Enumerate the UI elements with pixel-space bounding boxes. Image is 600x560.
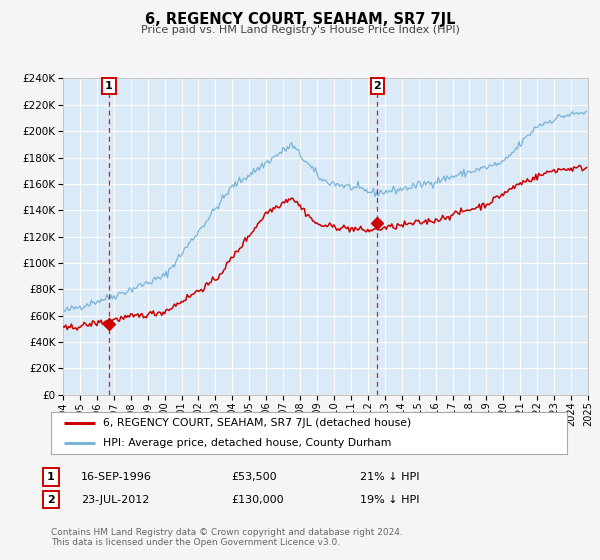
Text: Contains HM Land Registry data © Crown copyright and database right 2024.
This d: Contains HM Land Registry data © Crown c… [51,528,403,547]
Text: 2: 2 [47,494,55,505]
Text: 1: 1 [47,472,55,482]
Text: £130,000: £130,000 [231,494,284,505]
Text: 1: 1 [105,81,113,91]
Text: 6, REGENCY COURT, SEAHAM, SR7 7JL: 6, REGENCY COURT, SEAHAM, SR7 7JL [145,12,455,27]
Text: HPI: Average price, detached house, County Durham: HPI: Average price, detached house, Coun… [103,438,391,447]
Text: 19% ↓ HPI: 19% ↓ HPI [360,494,419,505]
Text: 2: 2 [373,81,381,91]
Text: 21% ↓ HPI: 21% ↓ HPI [360,472,419,482]
Text: Price paid vs. HM Land Registry's House Price Index (HPI): Price paid vs. HM Land Registry's House … [140,25,460,35]
Text: 6, REGENCY COURT, SEAHAM, SR7 7JL (detached house): 6, REGENCY COURT, SEAHAM, SR7 7JL (detac… [103,418,411,428]
Text: £53,500: £53,500 [231,472,277,482]
Text: 23-JUL-2012: 23-JUL-2012 [81,494,149,505]
Text: 16-SEP-1996: 16-SEP-1996 [81,472,152,482]
